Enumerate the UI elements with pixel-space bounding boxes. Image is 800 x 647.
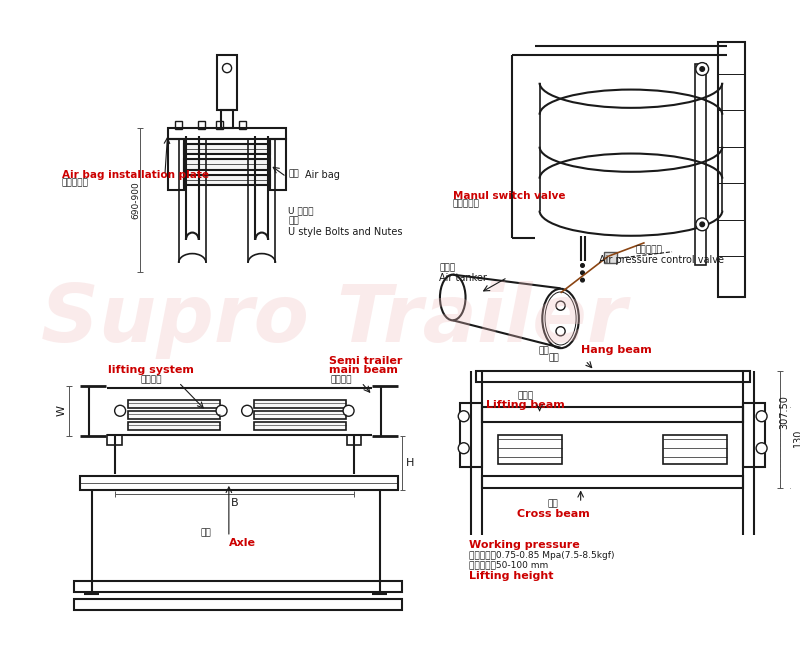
Text: 压力控制阀: 压力控制阀 bbox=[635, 245, 662, 254]
Bar bbox=[217, 55, 237, 110]
Circle shape bbox=[216, 405, 227, 416]
Circle shape bbox=[114, 405, 126, 416]
Text: 横梁: 横梁 bbox=[548, 499, 558, 509]
Circle shape bbox=[700, 67, 705, 71]
Text: Lifting height: Lifting height bbox=[469, 571, 554, 580]
Circle shape bbox=[556, 301, 565, 311]
Bar bbox=[221, 110, 234, 128]
Text: Air pressure control valve: Air pressure control valve bbox=[599, 254, 724, 265]
Circle shape bbox=[556, 327, 565, 336]
Bar bbox=[80, 476, 398, 490]
Text: Air tanker: Air tanker bbox=[439, 273, 487, 283]
Bar bbox=[74, 581, 402, 592]
Text: U style Bolts and Nutes: U style Bolts and Nutes bbox=[288, 227, 402, 237]
Bar bbox=[718, 41, 745, 298]
Bar bbox=[128, 422, 220, 430]
Text: Supro Trailer: Supro Trailer bbox=[41, 281, 626, 359]
Text: lifting system: lifting system bbox=[108, 365, 194, 375]
Bar bbox=[254, 422, 346, 430]
Bar bbox=[168, 139, 184, 190]
Bar bbox=[239, 121, 246, 129]
Text: 130: 130 bbox=[793, 429, 800, 447]
Bar bbox=[74, 599, 402, 610]
Text: 气囊: 气囊 bbox=[288, 170, 299, 179]
Text: 提升梁: 提升梁 bbox=[518, 391, 534, 400]
Bar bbox=[198, 121, 205, 129]
Bar bbox=[184, 144, 270, 154]
Circle shape bbox=[700, 222, 705, 226]
Bar bbox=[498, 435, 562, 464]
Text: B: B bbox=[230, 498, 238, 508]
Bar bbox=[603, 252, 618, 263]
Bar bbox=[254, 400, 346, 408]
Ellipse shape bbox=[545, 292, 576, 345]
Text: 690-900: 690-900 bbox=[131, 181, 140, 219]
Text: Working pressure: Working pressure bbox=[469, 540, 580, 549]
Text: Cross beam: Cross beam bbox=[517, 509, 590, 518]
Circle shape bbox=[581, 271, 584, 274]
Bar bbox=[475, 371, 750, 382]
Circle shape bbox=[756, 443, 767, 454]
Bar bbox=[663, 435, 727, 464]
Bar bbox=[482, 476, 743, 488]
Circle shape bbox=[696, 218, 709, 231]
Text: U 型螺栓
螺母: U 型螺栓 螺母 bbox=[288, 206, 314, 225]
Text: Manul switch valve: Manul switch valve bbox=[453, 191, 566, 201]
Text: W: W bbox=[57, 405, 66, 416]
Circle shape bbox=[581, 278, 584, 282]
Text: 储气筒: 储气筒 bbox=[439, 263, 455, 272]
Circle shape bbox=[458, 411, 469, 422]
Circle shape bbox=[756, 411, 767, 422]
Circle shape bbox=[242, 405, 253, 416]
Text: 工作压力：0.75-0.85 Mpa(7.5-8.5kgf): 工作压力：0.75-0.85 Mpa(7.5-8.5kgf) bbox=[469, 551, 614, 560]
Text: Air bag: Air bag bbox=[305, 170, 339, 179]
Text: Axle: Axle bbox=[229, 538, 256, 548]
Text: 手拉开关阀: 手拉开关阀 bbox=[453, 200, 480, 209]
Ellipse shape bbox=[440, 274, 466, 320]
Bar bbox=[270, 139, 286, 190]
Bar bbox=[168, 128, 286, 139]
Text: 挂车大梁: 挂车大梁 bbox=[330, 375, 352, 384]
Bar bbox=[184, 159, 270, 170]
Ellipse shape bbox=[542, 289, 579, 348]
Text: Lifting beam: Lifting beam bbox=[486, 400, 566, 410]
Text: Semi trailer: Semi trailer bbox=[330, 356, 402, 366]
Bar bbox=[743, 402, 766, 466]
Text: 307.50: 307.50 bbox=[779, 395, 790, 429]
Bar bbox=[216, 121, 223, 129]
Text: 撑杆: 撑杆 bbox=[549, 353, 559, 362]
Text: main beam: main beam bbox=[330, 365, 398, 375]
Text: Air bag installation plate: Air bag installation plate bbox=[62, 170, 209, 179]
Bar bbox=[184, 175, 270, 185]
Text: H: H bbox=[406, 458, 414, 468]
Circle shape bbox=[458, 443, 469, 454]
Bar bbox=[346, 435, 362, 446]
Text: 轴管: 轴管 bbox=[201, 529, 211, 538]
Bar bbox=[107, 435, 122, 446]
Text: 气囊安装板: 气囊安装板 bbox=[62, 179, 89, 188]
Text: 提升装置: 提升装置 bbox=[141, 375, 162, 384]
Text: Hang beam: Hang beam bbox=[581, 345, 651, 355]
Circle shape bbox=[343, 405, 354, 416]
Text: 提升高度：50-100 mm: 提升高度：50-100 mm bbox=[469, 561, 549, 569]
Bar bbox=[128, 400, 220, 408]
Bar bbox=[695, 65, 706, 265]
Bar bbox=[482, 407, 743, 422]
Circle shape bbox=[222, 63, 232, 72]
Circle shape bbox=[696, 63, 709, 76]
Bar bbox=[128, 411, 220, 419]
Circle shape bbox=[581, 263, 584, 267]
Bar bbox=[460, 402, 482, 466]
Bar bbox=[175, 121, 182, 129]
Bar bbox=[254, 411, 346, 419]
Text: 撑杆: 撑杆 bbox=[538, 346, 550, 355]
